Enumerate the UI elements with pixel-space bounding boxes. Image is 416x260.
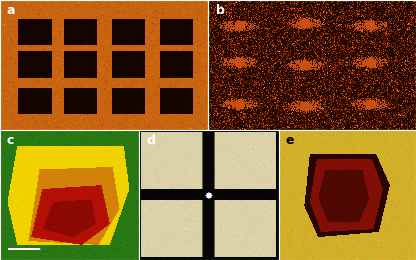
Text: e: e [285, 134, 294, 147]
Text: b: b [216, 4, 225, 17]
Text: a: a [6, 4, 15, 17]
Text: d: d [146, 134, 155, 147]
Text: c: c [7, 134, 14, 147]
